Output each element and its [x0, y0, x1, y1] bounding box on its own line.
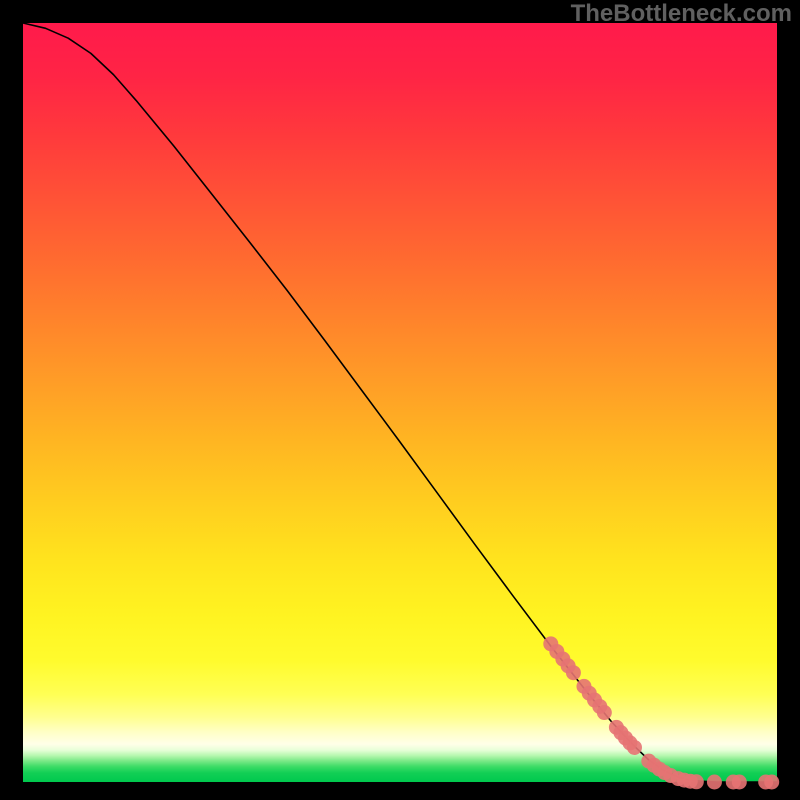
marker-dot — [627, 740, 642, 755]
marker-dot — [764, 775, 779, 790]
attribution-watermark: TheBottleneck.com — [571, 0, 792, 28]
marker-dot — [566, 665, 581, 680]
chart-stage: TheBottleneck.com — [0, 0, 800, 800]
marker-dot — [689, 774, 704, 789]
bottleneck-chart — [0, 0, 800, 800]
marker-dot — [597, 705, 612, 720]
marker-dot — [707, 775, 722, 790]
plot-gradient — [23, 23, 777, 782]
marker-dot — [732, 775, 747, 790]
